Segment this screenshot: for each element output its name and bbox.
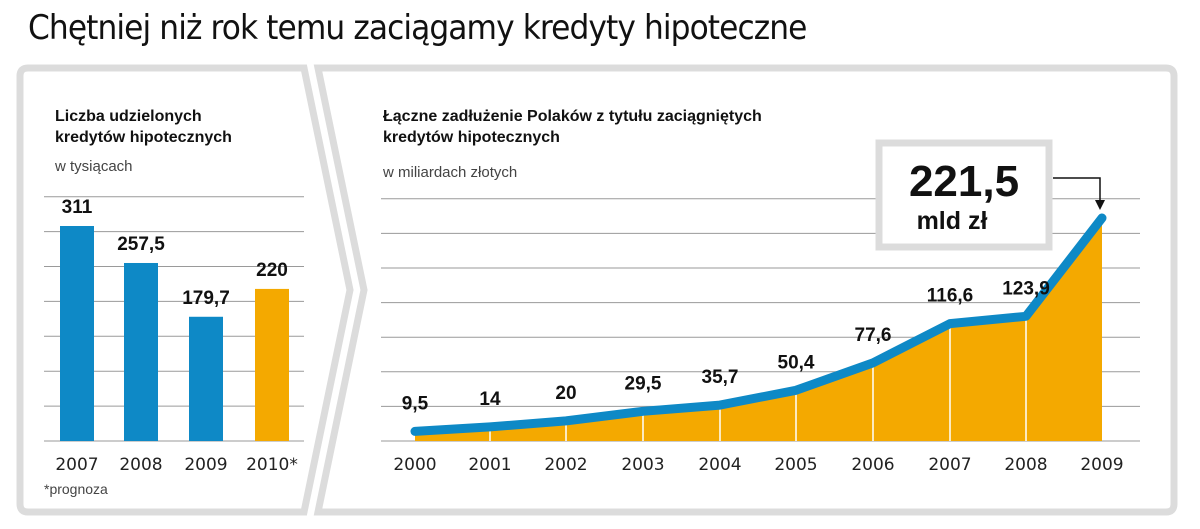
- point-value-label: 20: [555, 383, 576, 404]
- left-chart-header: Liczba udzielonych kredytów hipotecznych…: [54, 108, 232, 175]
- panel-frames: [16, 64, 1178, 516]
- x-tick-label: 2006: [851, 455, 894, 475]
- point-value-label: 116,6: [927, 286, 974, 307]
- point-value-label: 77,6: [855, 325, 892, 346]
- right-panel-frame: [313, 64, 1178, 516]
- bar-value-label: 257,5: [117, 234, 165, 255]
- x-tick-label: 2000: [393, 455, 436, 475]
- left-chart-subtitle: w tysiącach: [54, 158, 133, 175]
- bar-2009: [189, 316, 223, 441]
- x-tick-label: 2008: [119, 455, 162, 475]
- bar-2010: [255, 288, 289, 441]
- point-value-label: 35,7: [702, 367, 739, 388]
- x-tick-label: 2001: [468, 455, 511, 475]
- bar-value-label: 220: [256, 260, 288, 281]
- callout-unit: mld zł: [917, 207, 988, 235]
- x-tick-label: 2009: [1080, 455, 1123, 475]
- x-tick-label: 2002: [544, 455, 587, 475]
- right-chart-header: Łączne zadłużenie Polaków z tytułu zacią…: [382, 108, 762, 181]
- right-chart-subtitle: w miliardach złotych: [382, 164, 517, 181]
- right-chart-title-line-1: Łączne zadłużenie Polaków z tytułu zacią…: [383, 108, 762, 125]
- x-tick-label: 2008: [1004, 455, 1047, 475]
- left-bar-chart: 311 2007 257,5 2008 179,7 2009 220 2010*: [44, 196, 304, 475]
- callout-box: 221,5 mld zł: [875, 139, 1105, 251]
- left-panel-frame: [16, 64, 354, 516]
- callout-arrowhead: [1095, 200, 1105, 210]
- bar-value-label: 311: [62, 197, 93, 218]
- callout-value: 221,5: [909, 157, 1019, 206]
- point-value-label: 9,5: [402, 393, 429, 414]
- x-tick-label: 2010*: [246, 455, 298, 475]
- left-chart-title-line-2: kredytów hipotecznych: [55, 129, 232, 146]
- bar-value-label: 179,7: [182, 288, 230, 309]
- x-tick-label: 2007: [928, 455, 971, 475]
- right-area-chart: 9,5 2000 14 2001 20 2002 29,5 2003 35,7 2004 50,4 2…: [381, 198, 1140, 475]
- point-value-label: 123,9: [1002, 278, 1050, 299]
- x-tick-label: 2005: [774, 455, 817, 475]
- bar-2008: [124, 262, 158, 441]
- series-line: [410, 213, 1107, 436]
- callout-arrow: [1053, 177, 1101, 204]
- page-title: Chętniej niż rok temu zaciągamy kredyty …: [28, 8, 807, 48]
- left-chart-footnote: *prognoza: [44, 481, 108, 497]
- point-value-label: 14: [479, 389, 501, 410]
- bar-2007: [60, 226, 94, 441]
- area-fill: [415, 218, 1102, 441]
- x-tick-label: 2007: [55, 455, 98, 475]
- left-chart-title-line-1: Liczba udzielonych: [55, 108, 202, 125]
- x-tick-label: 2004: [698, 455, 741, 475]
- point-value-label: 29,5: [625, 373, 662, 394]
- point-value-label: 50,4: [778, 352, 815, 373]
- x-tick-label: 2003: [621, 455, 664, 475]
- x-tick-label: 2009: [184, 455, 227, 475]
- right-chart-title-line-2: kredytów hipotecznych: [383, 129, 560, 146]
